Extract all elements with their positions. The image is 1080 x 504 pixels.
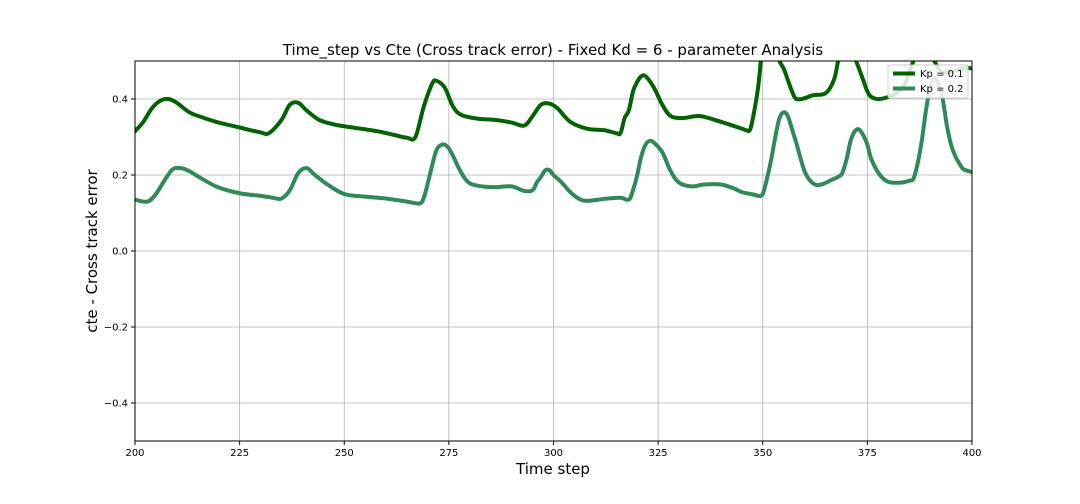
y-tick-label: −0.4 bbox=[104, 399, 128, 410]
legend-label-kp-0-1: Kp = 0.1 bbox=[920, 69, 964, 80]
x-tick-label: 200 bbox=[125, 448, 144, 459]
x-tick-label: 225 bbox=[230, 448, 249, 459]
x-tick-label: 250 bbox=[335, 448, 354, 459]
y-tick-label: 0.4 bbox=[112, 95, 128, 106]
x-tick-label: 300 bbox=[544, 448, 563, 459]
x-tick-label: 350 bbox=[753, 448, 772, 459]
chart-title: Time_step vs Cte (Cross track error) - F… bbox=[282, 41, 824, 60]
legend: Kp = 0.1 Kp = 0.2 bbox=[887, 64, 969, 99]
y-axis-label: cte - Cross track error bbox=[83, 168, 101, 332]
x-tick-label: 325 bbox=[649, 448, 668, 459]
legend-label-kp-0-2: Kp = 0.2 bbox=[920, 84, 964, 95]
series-line-kp-0-2 bbox=[135, 76, 972, 206]
grid-lines bbox=[134, 61, 973, 441]
axis-ticks: 200 225 250 275 300 325 350 375 400 −0.4 −0.2 0.0 0.… bbox=[104, 95, 982, 460]
x-tick-label: 375 bbox=[858, 448, 877, 459]
x-tick-label: 275 bbox=[439, 448, 458, 459]
y-tick-label: −0.2 bbox=[104, 323, 128, 334]
y-tick-label: 0.2 bbox=[112, 171, 128, 182]
x-tick-label: 400 bbox=[962, 448, 981, 459]
y-tick-label: 0.0 bbox=[112, 247, 128, 258]
x-axis-label: Time step bbox=[515, 460, 590, 478]
